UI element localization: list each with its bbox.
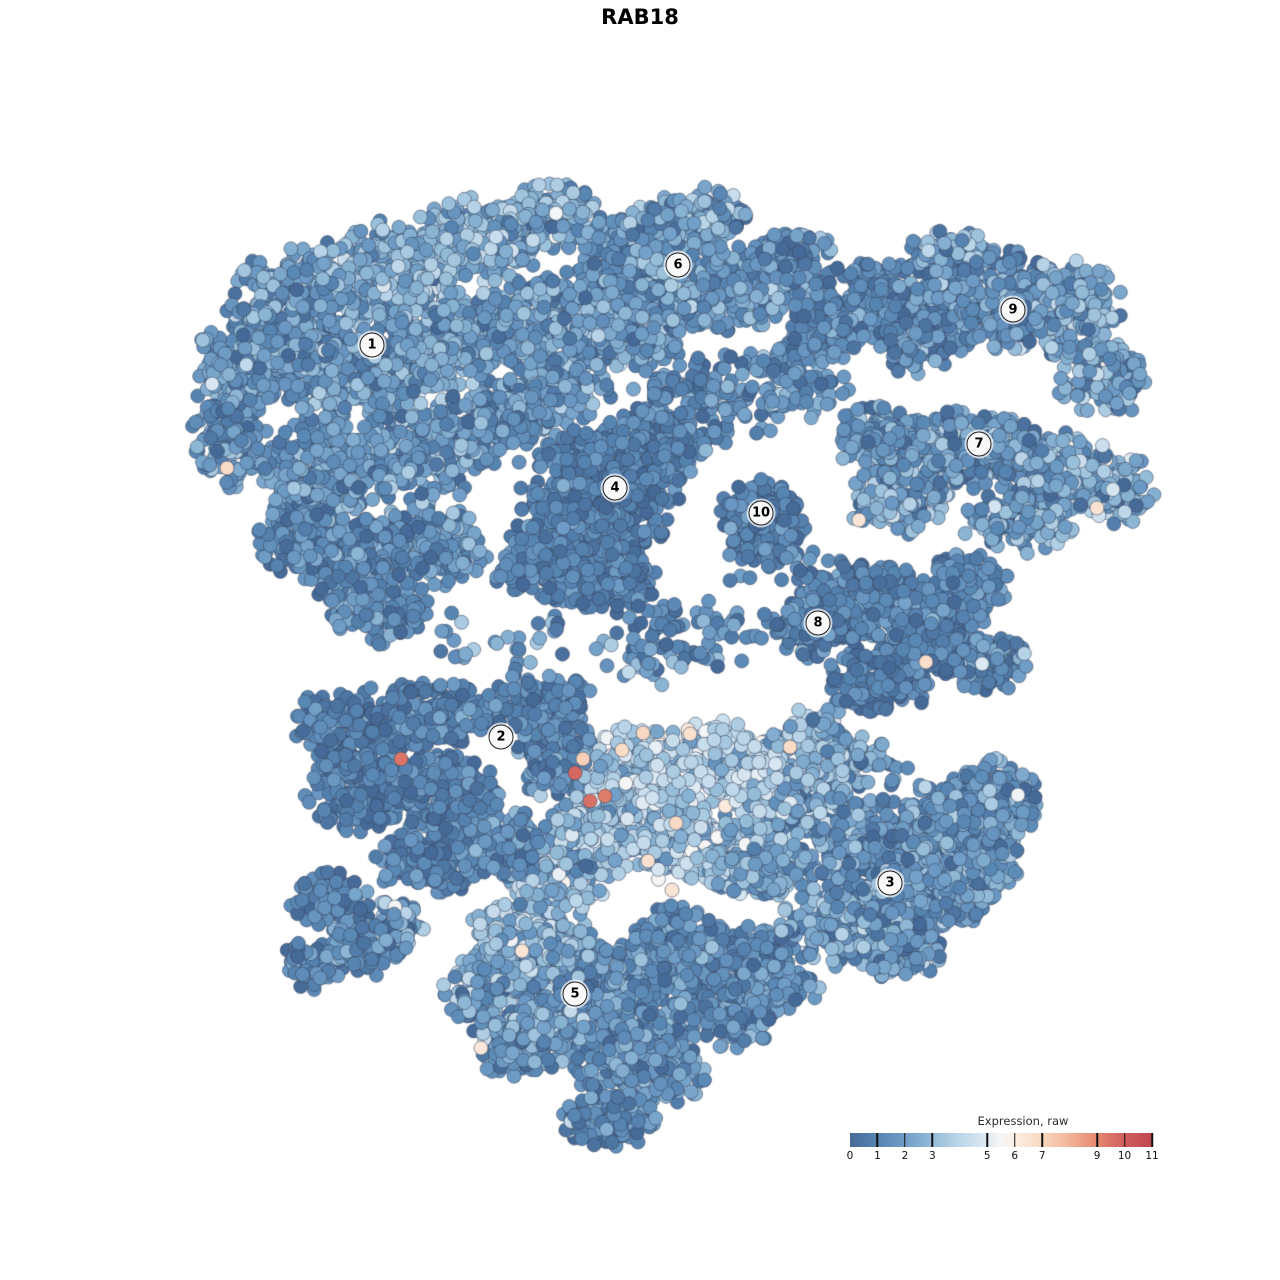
legend-tick-label-6: 6 [1011, 1150, 1019, 1162]
expression-legend: Expression, raw 0 1 2 3 5 6 7 9 10 11 [846, 1114, 1159, 1166]
legend-tick-9 [1096, 1133, 1098, 1147]
cluster-label-9: 9 [1000, 297, 1026, 323]
cluster-label-4: 4 [602, 475, 628, 501]
legend-tick-label-11: 11 [1145, 1150, 1159, 1162]
legend-tick-1 [876, 1133, 879, 1147]
legend-tick-2 [904, 1133, 906, 1147]
cluster-label-8: 8 [805, 610, 831, 636]
legend-tick-label-3: 3 [929, 1150, 936, 1162]
legend-tick-6 [1013, 1133, 1016, 1147]
legend-tick-label-0: 0 [846, 1150, 854, 1162]
legend-tick-label-5: 5 [983, 1150, 991, 1162]
legend-colorbar [850, 1133, 1152, 1147]
cluster-label-5: 5 [562, 981, 588, 1007]
legend-tick-label-10: 10 [1117, 1150, 1132, 1162]
cluster-label-7: 7 [966, 431, 992, 457]
legend-tick-label-7: 7 [1038, 1150, 1046, 1162]
cluster-label-1: 1 [359, 332, 385, 358]
cluster-label-2: 2 [488, 724, 514, 750]
legend-tick-11 [1151, 1133, 1153, 1147]
legend-tick-7 [1041, 1133, 1043, 1147]
legend-tick-label-1: 1 [874, 1150, 881, 1162]
legend-tick-5 [986, 1133, 989, 1147]
cluster-label-10: 10 [748, 500, 774, 526]
legend-tick-10 [1123, 1133, 1126, 1147]
legend-title: Expression, raw [977, 1114, 1069, 1128]
legend-tick-label-9: 9 [1093, 1150, 1101, 1162]
cluster-label-6: 6 [665, 252, 691, 278]
figure-title: RAB18 [601, 5, 679, 29]
legend-tick-label-2: 2 [901, 1150, 909, 1162]
legend-tick-3 [931, 1133, 934, 1147]
cluster-label-3: 3 [877, 870, 903, 896]
